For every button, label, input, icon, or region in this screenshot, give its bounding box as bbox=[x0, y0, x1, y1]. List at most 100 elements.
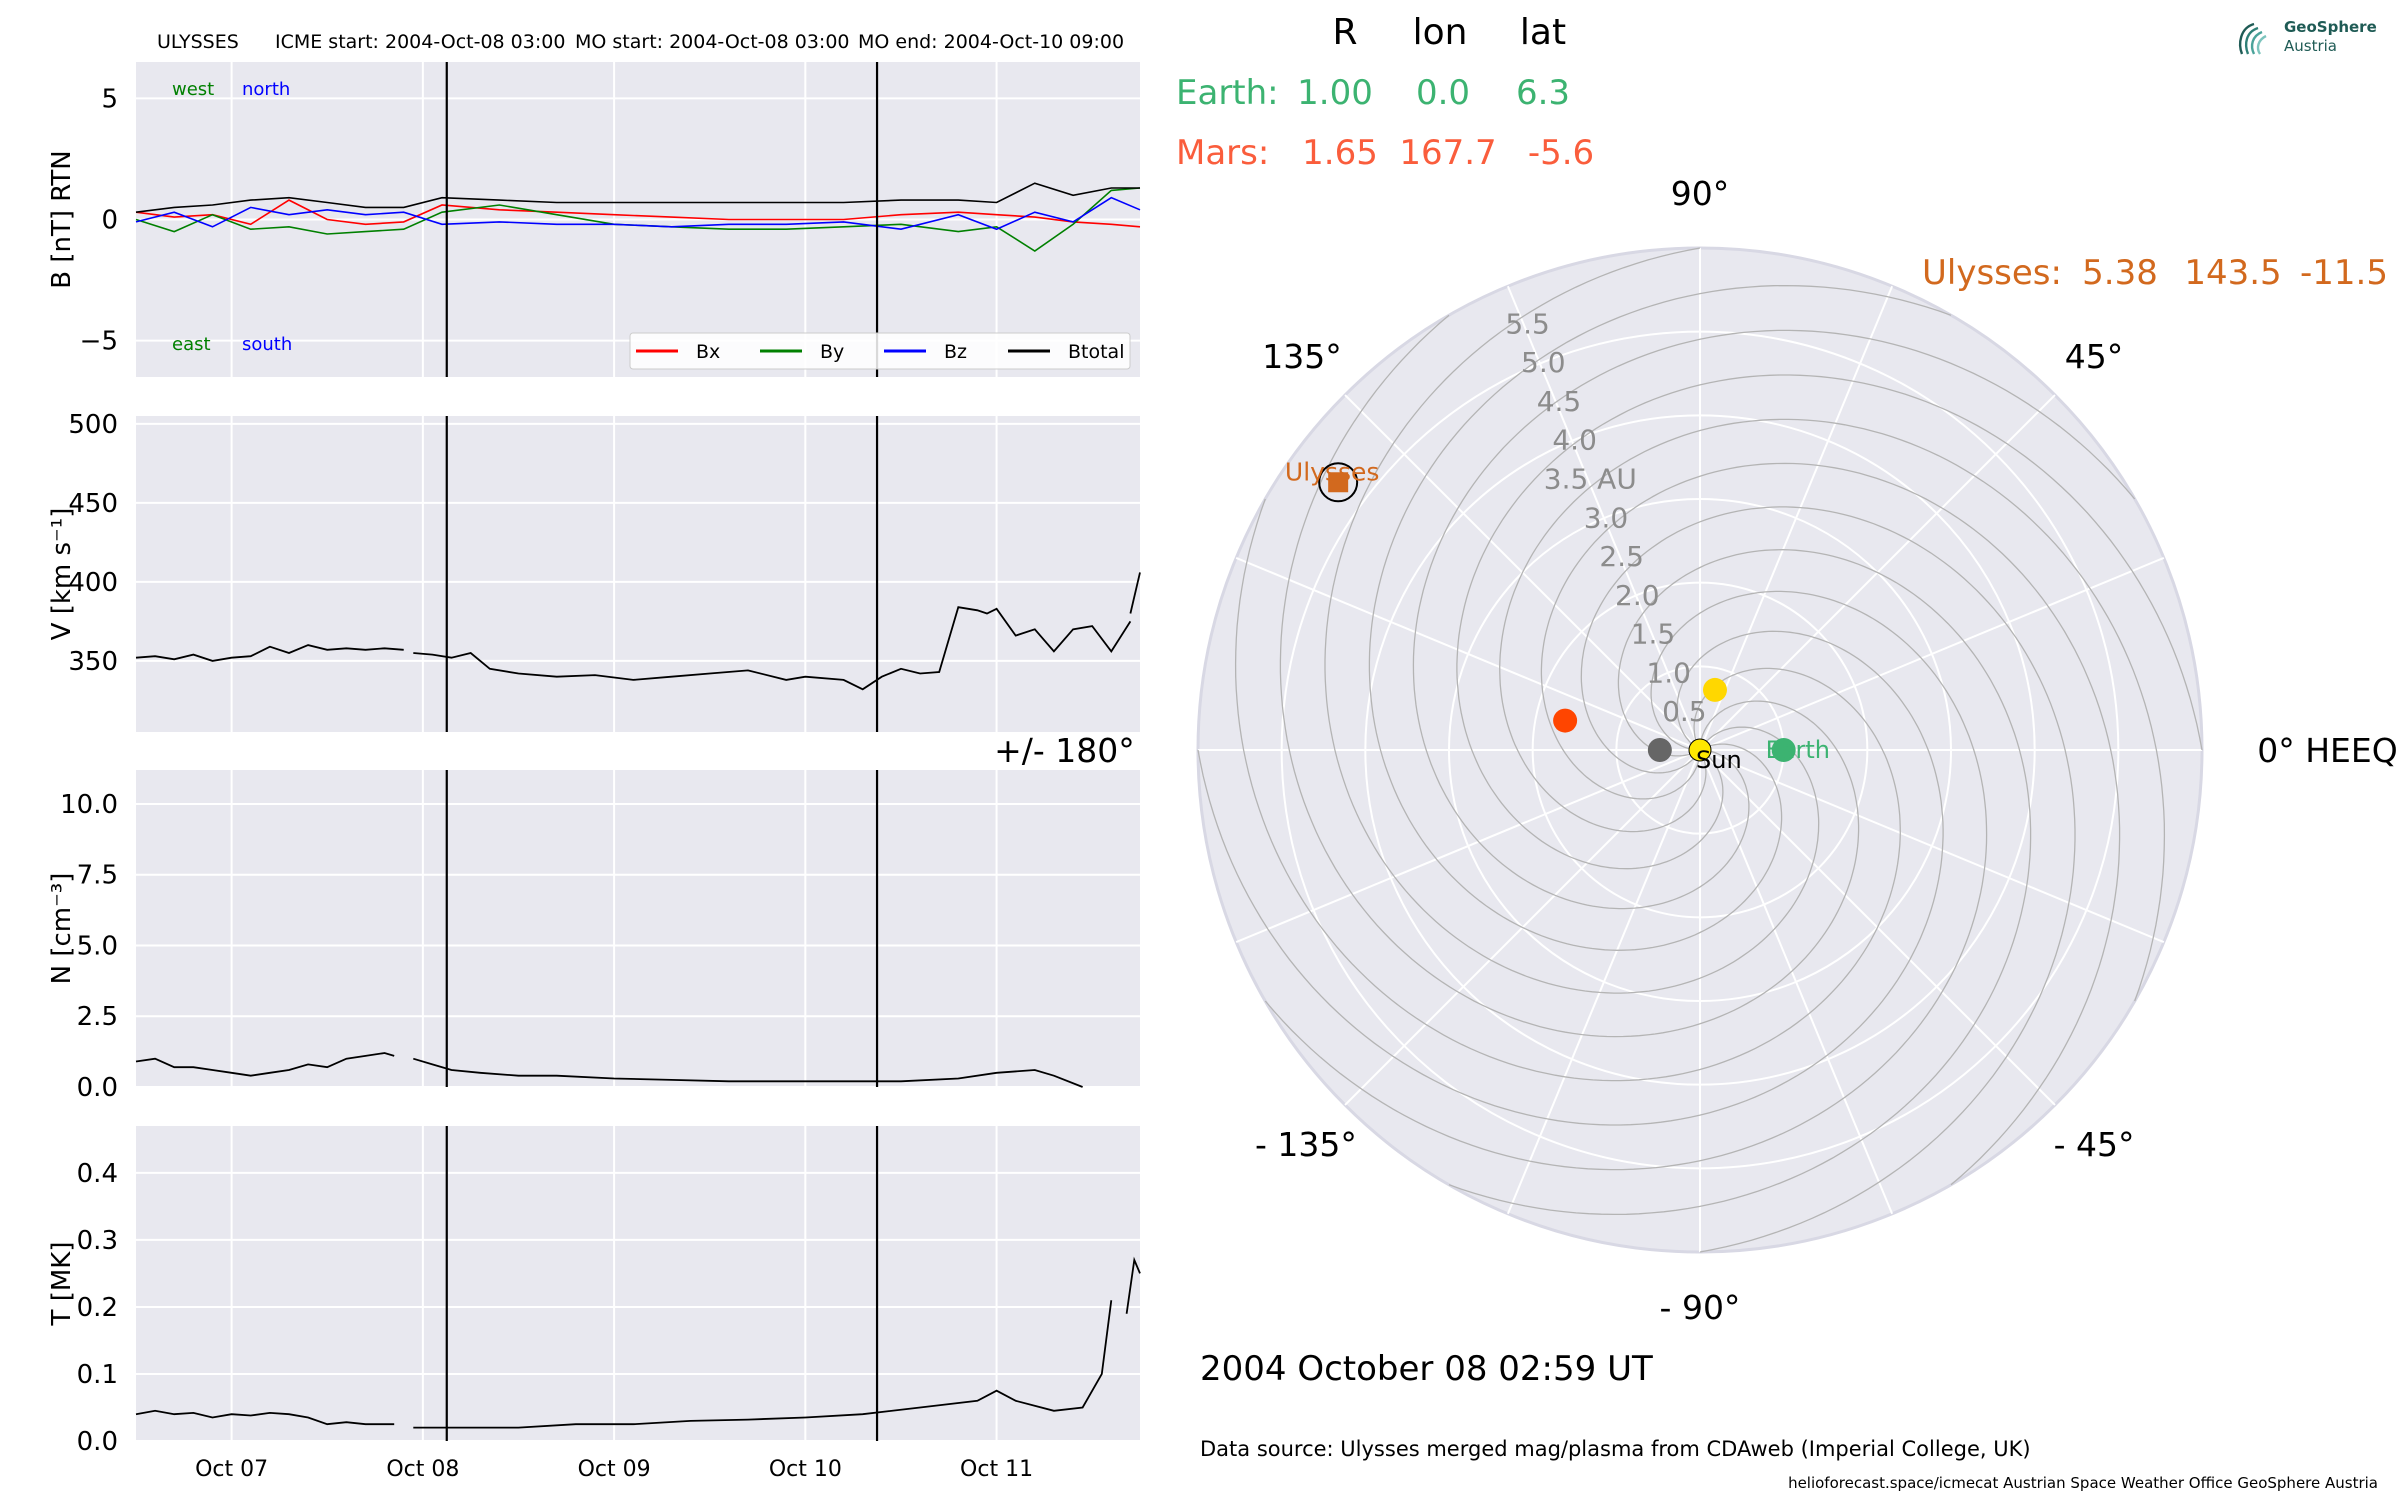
ulysses-row-r: 5.38 bbox=[2082, 253, 2158, 293]
legend-label: Bx bbox=[696, 341, 720, 363]
series-line-2 bbox=[1129, 572, 1141, 614]
y-tick-label: 2.5 bbox=[77, 1002, 118, 1032]
series-line-0 bbox=[135, 1052, 395, 1077]
parker-spiral bbox=[1264, 590, 1988, 1171]
timeseries-panels: −5 0 5 B [nT] RTN 350 400 450 500 V [km s⁻¹] 0.0 2… bbox=[47, 62, 1141, 1482]
y-axis-label: B [nT] RTN bbox=[47, 150, 77, 289]
angle-label: 0° HEEQ bbox=[2257, 731, 2397, 770]
Earth-marker bbox=[1771, 738, 1796, 762]
annotation-north: north bbox=[242, 79, 290, 100]
ulysses-label: Ulysses bbox=[1285, 457, 1380, 486]
header-mo-start: MO start: 2004-Oct-08 03:00 bbox=[575, 31, 850, 53]
y-tick-label: 400 bbox=[68, 568, 118, 598]
mars-row-lat: -5.6 bbox=[1528, 133, 1594, 173]
panel-3: 0.0 0.1 0.2 0.3 0.4 T [MK] bbox=[47, 1126, 1141, 1457]
x-tick-label: Oct 09 bbox=[578, 1457, 651, 1482]
logo-swirl-icon bbox=[2239, 22, 2267, 55]
radial-tick-label: 5.5 bbox=[1505, 307, 1550, 340]
panel-2: 0.0 2.5 5.0 7.5 10.0 N [cm⁻³] bbox=[47, 770, 1140, 1103]
earth-row-r: 1.00 bbox=[1297, 73, 1373, 113]
y-tick-label: 0.0 bbox=[77, 1427, 118, 1457]
gray-marker bbox=[1647, 738, 1672, 762]
header-spacecraft: ULYSSES bbox=[157, 31, 239, 53]
table-header-r: R bbox=[1332, 12, 1357, 53]
y-axis-label: N [cm⁻³] bbox=[47, 873, 77, 985]
radial-tick-label: 3.5 AU bbox=[1544, 462, 1637, 495]
timestamp: 2004 October 08 02:59 UT bbox=[1200, 1349, 1653, 1389]
parker-spiral bbox=[1234, 498, 1901, 1082]
y-tick-label: 0.2 bbox=[77, 1293, 118, 1323]
radial-tick-label: 3.0 bbox=[1584, 501, 1629, 534]
mars-row-label: Mars: bbox=[1176, 133, 1269, 173]
annotation-south: south bbox=[242, 334, 292, 355]
radial-tick-label: 4.0 bbox=[1552, 424, 1597, 457]
panel-background bbox=[136, 770, 1140, 1087]
angle-label: +/- 180° bbox=[994, 731, 1135, 770]
y-tick-label: 350 bbox=[68, 647, 118, 677]
legend-label: Btotal bbox=[1068, 341, 1124, 363]
header-mo-end: MO end: 2004-Oct-10 09:00 bbox=[858, 31, 1124, 53]
Earth-label: Earth bbox=[1766, 736, 1830, 764]
angle-label: - 135° bbox=[1255, 1125, 1357, 1164]
table-header-lat: lat bbox=[1520, 12, 1566, 53]
legend-label: Bz bbox=[944, 341, 967, 363]
series-line-0 bbox=[135, 1409, 395, 1426]
yellow-marker bbox=[1702, 677, 1727, 702]
angle-label: - 45° bbox=[2054, 1125, 2135, 1164]
ulysses-marker bbox=[1328, 472, 1349, 493]
ulysses-row-lon: 143.5 bbox=[2184, 253, 2281, 293]
y-tick-label: 5.0 bbox=[77, 931, 118, 961]
footer-credits: helioforecast.space/icmecat Austrian Spa… bbox=[1788, 1474, 2378, 1492]
x-tick-label: Oct 10 bbox=[769, 1457, 842, 1482]
y-tick-label: −5 bbox=[80, 327, 118, 357]
logo-name: GeoSphere bbox=[2284, 18, 2377, 36]
geosphere-logo: GeoSphere Austria bbox=[2234, 16, 2384, 62]
series-line-0 bbox=[135, 644, 404, 662]
y-tick-label: 5 bbox=[101, 84, 118, 114]
logo-sub: Austria bbox=[2284, 37, 2337, 55]
y-tick-label: 0.3 bbox=[77, 1226, 118, 1256]
radial-tick-label: 2.0 bbox=[1615, 579, 1660, 612]
series-line-1 bbox=[413, 1300, 1113, 1429]
y-tick-label: 500 bbox=[68, 410, 118, 440]
annotation-west: west bbox=[172, 79, 214, 100]
y-tick-label: 0.4 bbox=[77, 1159, 118, 1189]
radial-tick-label: 1.5 bbox=[1631, 618, 1676, 651]
table-header-lon: lon bbox=[1413, 12, 1468, 53]
series-line-Btotal bbox=[135, 182, 1140, 213]
parker-spiral bbox=[1412, 329, 2136, 910]
parker-spiral bbox=[1540, 462, 2121, 1186]
ulysses-row-label: Ulysses: bbox=[1922, 253, 2062, 293]
series-line-1 bbox=[413, 1057, 1083, 1088]
sun-marker bbox=[1688, 738, 1712, 762]
panel-background bbox=[136, 416, 1140, 732]
parker-spiral bbox=[1499, 418, 2166, 1002]
y-axis-label: T [MK] bbox=[47, 1242, 77, 1327]
x-tick-label: Oct 11 bbox=[960, 1457, 1033, 1482]
angle-label: 90° bbox=[1671, 174, 1730, 213]
radial-tick-label: 0.5 bbox=[1662, 695, 1707, 728]
legend-box bbox=[629, 332, 1131, 370]
parker-spiral bbox=[1368, 284, 1952, 951]
parker-spiral bbox=[1580, 506, 2076, 1253]
earth-row-label: Earth: bbox=[1176, 73, 1279, 113]
positions-table: R lon lat Earth: 1.00 0.0 6.3 Mars: 1.65… bbox=[1176, 12, 2388, 293]
legend-label: By bbox=[820, 341, 844, 363]
parker-spiral bbox=[1448, 549, 2032, 1216]
parker-spiral bbox=[1456, 374, 2203, 870]
series-line-1 bbox=[413, 606, 1132, 691]
legend: Bx By Bz Btotal bbox=[629, 332, 1131, 370]
mars-row-r: 1.65 bbox=[1302, 133, 1378, 173]
earth-row-lon: 0.0 bbox=[1416, 73, 1470, 113]
panel-background bbox=[136, 1126, 1140, 1441]
radial-tick-label: 1.0 bbox=[1646, 656, 1691, 689]
radial-tick-label: 2.5 bbox=[1599, 540, 1644, 573]
Mars-marker bbox=[1553, 708, 1578, 733]
y-tick-label: 0 bbox=[101, 206, 118, 236]
y-tick-label: 0.1 bbox=[77, 1360, 118, 1390]
y-tick-label: 7.5 bbox=[77, 861, 118, 891]
series-line-Bx bbox=[135, 199, 1141, 228]
panel-1: 350 400 450 500 V [km s⁻¹] bbox=[47, 410, 1141, 732]
header-icme-start: ICME start: 2004-Oct-08 03:00 bbox=[275, 31, 565, 53]
